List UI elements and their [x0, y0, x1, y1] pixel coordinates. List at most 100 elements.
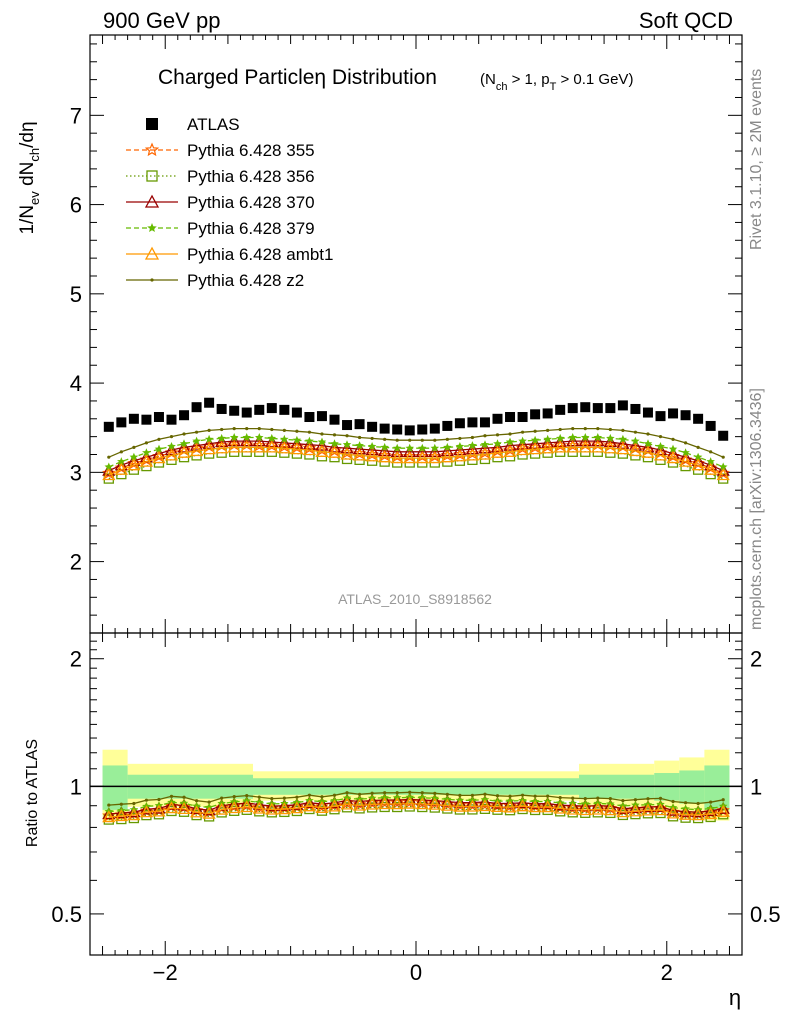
ratio-line-z2 [108, 791, 724, 806]
point-ambt1 [490, 445, 505, 458]
point-atlas [517, 412, 528, 423]
point-p370 [202, 436, 216, 449]
point-p370 [365, 443, 379, 456]
point-p379 [631, 436, 640, 445]
point-p370 [553, 435, 567, 448]
ratio-y-tick-label: 0.5 [51, 902, 82, 927]
ratio-point-z2 [207, 800, 211, 804]
point-z2 [671, 437, 675, 441]
ratio-point-ambt1 [465, 799, 480, 812]
point-p379 [167, 442, 176, 451]
ratio-point-ambt1 [578, 803, 592, 816]
point-z2 [658, 435, 663, 439]
point-p379 [518, 436, 527, 445]
legend-label-p356: Pythia 6.428 356 [187, 167, 315, 186]
ratio-point-p370 [641, 800, 655, 813]
ratio-y-axis-label: Ratio to ATLAS [24, 739, 41, 847]
ratio-point-z2 [357, 792, 362, 796]
point-atlas [592, 403, 603, 414]
point-atlas [680, 410, 691, 421]
point-ambt1 [127, 458, 141, 471]
point-atlas [354, 419, 365, 430]
ratio-point-z2 [608, 797, 612, 801]
point-p379 [392, 443, 402, 452]
ratio-point-ambt1 [403, 796, 417, 809]
ratio-point-p370 [553, 798, 567, 811]
point-atlas [316, 411, 327, 422]
point-atlas [567, 403, 578, 414]
point-p379 [555, 433, 565, 443]
point-z2 [270, 427, 274, 432]
point-z2 [633, 430, 638, 434]
point-p379 [255, 433, 264, 442]
point-atlas [279, 404, 290, 415]
point-z2 [245, 427, 249, 431]
point-ambt1 [177, 445, 191, 458]
ratio-point-p370 [277, 798, 291, 811]
point-z2 [546, 428, 550, 432]
point-ambt1 [666, 451, 680, 464]
point-p379 [104, 462, 114, 471]
ratio-point-ambt1 [290, 801, 304, 814]
ratio-point-z2 [182, 795, 186, 799]
point-z2 [107, 455, 111, 459]
point-ambt1 [277, 441, 291, 454]
ratio-point-p370 [327, 796, 342, 809]
point-z2 [194, 430, 199, 434]
point-ambt1 [553, 440, 567, 453]
point-z2 [207, 428, 211, 432]
point-p370 [453, 443, 467, 456]
point-z2 [608, 427, 612, 432]
point-ambt1 [691, 458, 705, 471]
point-atlas [479, 417, 490, 428]
ratio-point-ambt1 [152, 804, 166, 817]
ratio-point-z2 [646, 797, 650, 801]
point-z2 [433, 438, 437, 442]
ratio-point-z2 [408, 790, 412, 794]
point-atlas [266, 403, 277, 414]
point-p370 [603, 435, 617, 448]
point-z2 [357, 435, 362, 440]
point-atlas [291, 407, 302, 418]
point-atlas [116, 417, 127, 428]
point-z2 [320, 432, 324, 436]
ratio-point-ambt1 [202, 806, 216, 819]
point-z2 [483, 434, 487, 438]
ratio-point-p370 [114, 806, 128, 819]
point-p370 [478, 441, 492, 454]
ratio-point-ambt1 [164, 801, 179, 814]
legend-marker-data [146, 118, 158, 130]
point-p370 [240, 434, 254, 447]
ratio-point-z2 [370, 791, 374, 795]
point-atlas [179, 410, 190, 421]
point-p379 [618, 434, 628, 443]
energy-label: 900 GeV pp [103, 8, 220, 33]
ratio-point-z2 [495, 794, 500, 798]
point-ambt1 [641, 445, 655, 458]
ratio-point-ambt1 [415, 797, 429, 810]
point-atlas [216, 403, 227, 414]
process-label: Soft QCD [639, 8, 733, 33]
ratio-point-p370 [528, 796, 542, 809]
point-p379 [367, 442, 377, 451]
ratio-point-ambt1 [503, 800, 517, 813]
ratio-point-z2 [169, 794, 174, 798]
point-atlas [718, 430, 729, 441]
ratio-band-inner-0 [102, 765, 128, 810]
point-atlas [204, 397, 215, 408]
point-p370 [277, 436, 291, 449]
point-z2 [257, 427, 261, 431]
point-ambt1 [290, 442, 304, 455]
ratio-point-z2 [558, 796, 562, 800]
ratio-point-p370 [628, 801, 643, 814]
point-p379 [129, 452, 139, 461]
point-z2 [583, 427, 587, 431]
point-z2 [508, 432, 512, 436]
ratio-point-ambt1 [428, 797, 442, 810]
point-z2 [420, 438, 424, 442]
series-line-z2 [108, 427, 724, 458]
ratio-point-p370 [616, 801, 630, 814]
point-ambt1 [102, 468, 116, 481]
point-z2 [307, 430, 312, 434]
point-ambt1 [139, 454, 154, 467]
